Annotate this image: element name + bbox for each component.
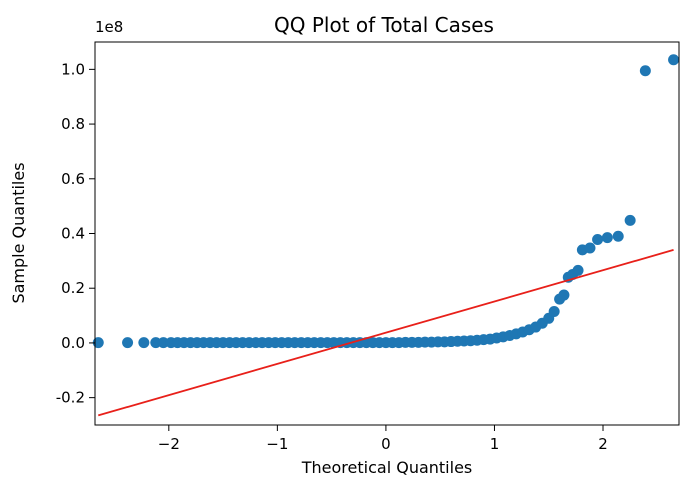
- y-tick-label: 0.8: [61, 115, 85, 133]
- data-point: [592, 234, 604, 246]
- data-point: [157, 337, 169, 349]
- data-points: [92, 54, 680, 349]
- x-tick-label: 2: [598, 435, 608, 453]
- data-point: [558, 289, 570, 301]
- data-point: [639, 65, 651, 77]
- data-point: [668, 54, 680, 66]
- y-tick-label: 1.0: [61, 60, 85, 78]
- reference-line-layer: [98, 249, 674, 417]
- y-tick-label: -0.2: [56, 389, 85, 407]
- x-tick-label: 0: [381, 435, 391, 453]
- data-point: [601, 232, 613, 244]
- y-tick-label: 0.0: [61, 334, 85, 352]
- axes-frame: [94, 41, 680, 426]
- y-axis-label: Sample Quantiles: [9, 162, 28, 303]
- x-tick-label: −1: [266, 435, 288, 453]
- x-axis-label: Theoretical Quantiles: [301, 458, 473, 477]
- data-point: [612, 230, 624, 242]
- data-point: [548, 305, 560, 317]
- data-point: [624, 214, 636, 226]
- data-point: [122, 337, 134, 349]
- y-axis-offset-label: 1e8: [95, 18, 123, 36]
- x-tick-label: 1: [490, 435, 500, 453]
- data-point: [572, 264, 584, 276]
- reference-line: [98, 249, 674, 417]
- x-tick-label: −2: [158, 435, 180, 453]
- data-point: [584, 242, 596, 254]
- data-point: [150, 337, 162, 349]
- x-axis-ticks: −2 −1 0 1 2: [158, 425, 608, 453]
- y-tick-label: 0.4: [61, 225, 85, 243]
- chart-title: QQ Plot of Total Cases: [274, 13, 494, 37]
- y-tick-label: 0.2: [61, 279, 85, 297]
- y-tick-label: 0.6: [61, 170, 85, 188]
- data-point: [92, 337, 104, 349]
- y-axis-ticks: -0.2 0.0 0.2 0.4 0.6 0.8 1.0: [56, 60, 95, 407]
- data-point: [138, 337, 150, 349]
